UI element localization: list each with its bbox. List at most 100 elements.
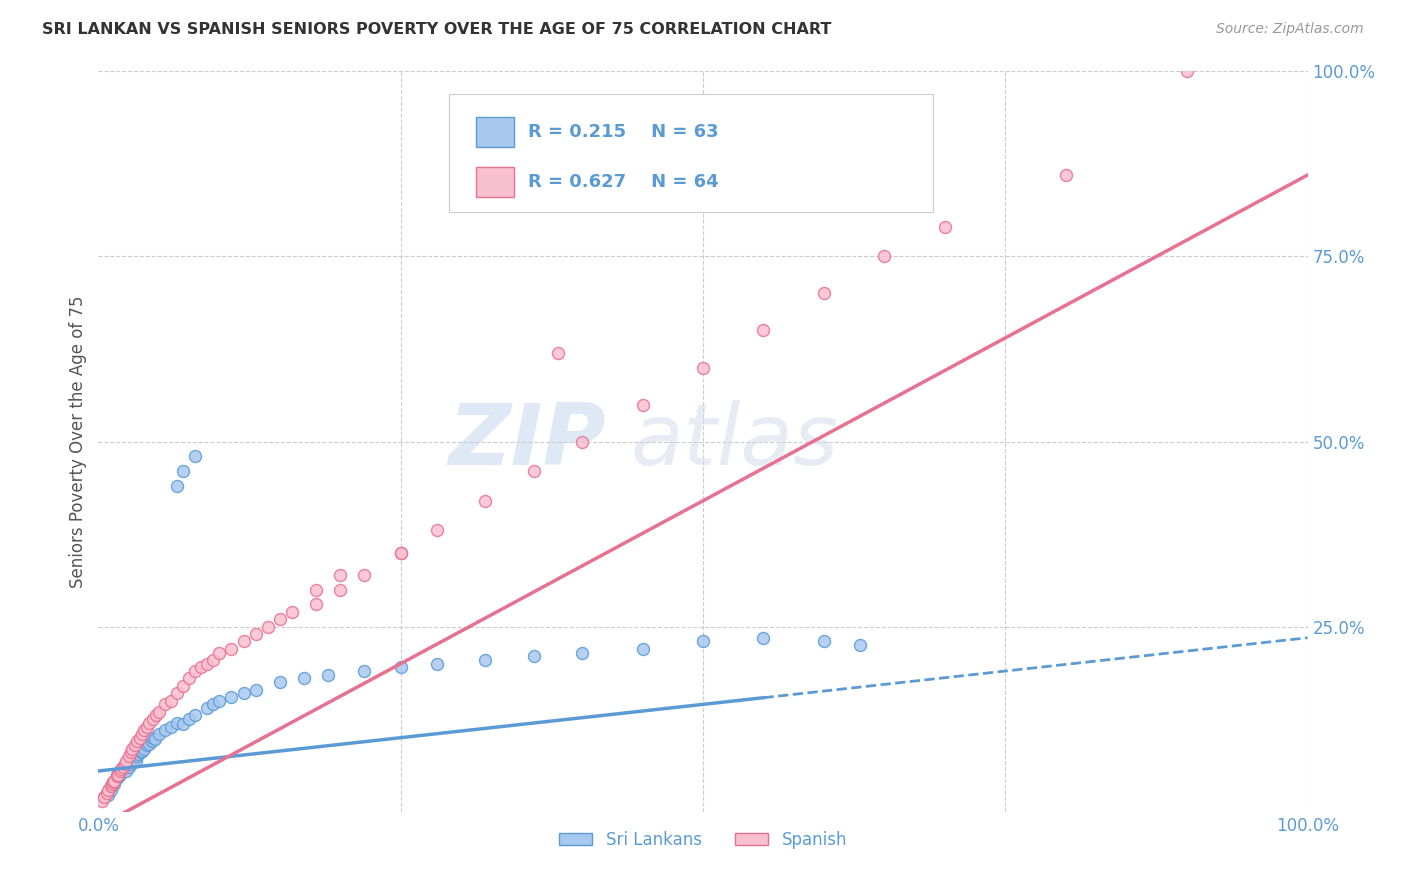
Point	[202, 698, 225, 712]
Point	[121, 741, 143, 756]
Point	[153, 698, 176, 712]
Point	[124, 738, 146, 752]
Point	[115, 755, 138, 769]
Point	[752, 324, 775, 338]
Point	[269, 612, 291, 626]
Point	[100, 776, 122, 790]
Point	[849, 638, 872, 652]
Point	[523, 649, 546, 664]
Point	[121, 753, 143, 767]
Point	[148, 705, 170, 719]
Point	[148, 727, 170, 741]
Point	[128, 731, 150, 745]
Point	[114, 756, 136, 771]
Point	[389, 660, 412, 674]
Point	[131, 744, 153, 758]
Point	[117, 756, 139, 771]
Point	[96, 786, 118, 800]
Point	[160, 720, 183, 734]
Point	[135, 720, 157, 734]
Point	[153, 723, 176, 738]
Point	[141, 734, 163, 748]
Point	[934, 219, 956, 234]
Point	[143, 732, 166, 747]
Point	[100, 782, 122, 797]
Point	[118, 760, 141, 774]
Text: R = 0.215    N = 63: R = 0.215 N = 63	[527, 123, 718, 141]
Point	[190, 660, 212, 674]
Text: Source: ZipAtlas.com: Source: ZipAtlas.com	[1216, 22, 1364, 37]
Point	[112, 762, 135, 776]
Point	[134, 741, 156, 756]
Point	[329, 582, 352, 597]
Point	[142, 712, 165, 726]
Point	[115, 764, 138, 778]
Point	[114, 759, 136, 773]
Point	[100, 779, 122, 793]
Point	[245, 682, 267, 697]
Point	[96, 786, 118, 800]
Point	[118, 749, 141, 764]
Point	[208, 646, 231, 660]
Point	[124, 751, 146, 765]
FancyBboxPatch shape	[475, 167, 515, 196]
Y-axis label: Seniors Poverty Over the Age of 75: Seniors Poverty Over the Age of 75	[69, 295, 87, 588]
Point	[316, 667, 339, 681]
Point	[873, 250, 896, 264]
Point	[105, 772, 128, 786]
Point	[474, 653, 496, 667]
Point	[110, 762, 132, 776]
Point	[101, 775, 124, 789]
Point	[145, 708, 167, 723]
Point	[108, 764, 131, 778]
Point	[110, 766, 132, 780]
Point	[100, 779, 122, 793]
Point	[232, 634, 254, 648]
Point	[329, 567, 352, 582]
Point	[105, 769, 128, 783]
Point	[166, 686, 188, 700]
Legend: Sri Lankans, Spanish: Sri Lankans, Spanish	[553, 824, 853, 855]
Point	[232, 686, 254, 700]
Point	[752, 631, 775, 645]
Point	[125, 755, 148, 769]
Point	[547, 345, 569, 359]
Point	[389, 546, 412, 560]
Point	[138, 715, 160, 730]
Point	[256, 619, 278, 633]
Point	[631, 398, 654, 412]
Text: ZIP: ZIP	[449, 400, 606, 483]
Point	[105, 767, 128, 781]
Point	[97, 782, 120, 797]
Point	[184, 450, 207, 464]
Point	[208, 694, 231, 708]
Point	[111, 760, 134, 774]
Point	[221, 690, 243, 704]
Text: atlas: atlas	[630, 400, 838, 483]
Point	[305, 598, 328, 612]
Point	[127, 734, 149, 748]
Point	[523, 464, 546, 478]
Point	[353, 664, 375, 678]
Point	[195, 657, 218, 671]
Point	[142, 731, 165, 745]
Point	[134, 723, 156, 738]
Point	[160, 694, 183, 708]
Point	[91, 794, 114, 808]
Point	[135, 738, 157, 752]
Point	[631, 641, 654, 656]
FancyBboxPatch shape	[475, 117, 515, 147]
Point	[221, 641, 243, 656]
Point	[179, 672, 201, 686]
Point	[571, 434, 593, 449]
Text: SRI LANKAN VS SPANISH SENIORS POVERTY OVER THE AGE OF 75 CORRELATION CHART: SRI LANKAN VS SPANISH SENIORS POVERTY OV…	[42, 22, 831, 37]
Point	[571, 646, 593, 660]
Point	[813, 634, 835, 648]
Point	[97, 789, 120, 803]
Point	[692, 360, 714, 375]
Point	[93, 789, 115, 804]
Point	[131, 727, 153, 741]
Point	[172, 679, 194, 693]
Point	[426, 524, 449, 538]
Point	[305, 582, 328, 597]
